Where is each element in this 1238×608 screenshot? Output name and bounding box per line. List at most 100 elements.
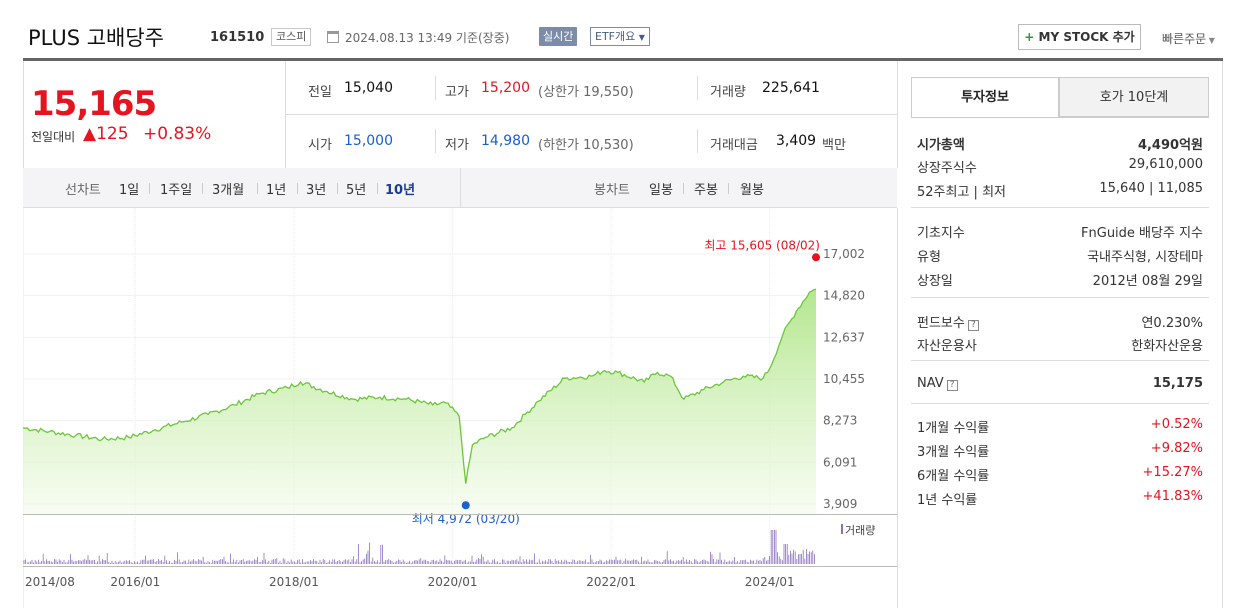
divider <box>911 360 1209 361</box>
volume-legend-swatch <box>841 524 843 534</box>
tab-1w[interactable]: 1주일 <box>160 183 193 198</box>
base-index-label: 기초지수 <box>917 226 965 241</box>
help-icon[interactable]: ? <box>967 320 979 331</box>
up-arrow-icon: ▲ <box>83 124 97 144</box>
y-tick-label: 10,455 <box>823 372 865 386</box>
etf-overview-button[interactable]: ETF개요 ▼ <box>590 27 650 46</box>
x-tick-label: 2016/01 <box>110 575 160 589</box>
y-tick-label: 3,909 <box>823 497 857 511</box>
volume-label: 거래량 <box>710 85 746 100</box>
shares-label: 상장주식수 <box>917 161 977 176</box>
prev-label: 전일 <box>308 85 332 100</box>
divider <box>460 168 461 208</box>
return-1y-label: 1년 수익률 <box>917 493 978 508</box>
change-percent: +0.83% <box>143 124 212 144</box>
calendar-icon <box>327 31 339 43</box>
manager-value: 한화자산운용 <box>1131 339 1203 354</box>
return-1m-value: +0.52% <box>1150 417 1203 432</box>
tab-3m[interactable]: 3개월 <box>212 183 245 198</box>
tab-5y[interactable]: 5년 <box>346 183 367 198</box>
x-tick-label: 2018/01 <box>269 575 319 589</box>
divider <box>911 207 1209 208</box>
candle-chart-label: 봉차트 <box>594 183 630 198</box>
header-divider <box>23 58 1223 61</box>
help-icon[interactable]: ? <box>946 380 958 391</box>
y-axis-ticks: 17,002 14,820 12,637 10,455 8,273 6,091 3,909 <box>823 247 865 511</box>
fund-fee-value: 연0.230% <box>1141 316 1203 331</box>
tab-1d[interactable]: 1일 <box>119 183 140 198</box>
change-value: ▲125 <box>83 124 129 144</box>
tab-daily[interactable]: 일봉 <box>649 183 673 198</box>
x-tick-label: 2022/01 <box>586 575 636 589</box>
realtime-button[interactable]: 실시간 <box>539 27 578 46</box>
quick-order-button[interactable]: 빠른주문 ▼ <box>1162 30 1215 47</box>
tab-weekly[interactable]: 주봉 <box>694 183 718 198</box>
high-value: 15,200 <box>481 80 530 96</box>
manager-label: 자산운용사 <box>917 339 977 354</box>
amount-value: 3,409 <box>776 133 817 149</box>
return-6m-value: +15.27% <box>1142 465 1203 480</box>
divider <box>697 129 698 153</box>
quick-order-label: 빠른주문 <box>1162 32 1207 46</box>
tab-3y[interactable]: 3년 <box>306 183 327 198</box>
high-label: 고가 <box>445 85 469 100</box>
base-index-value: FnGuide 배당주 지수 <box>1081 226 1203 241</box>
tab-separator <box>337 183 338 194</box>
price-chart[interactable]: 17,00214,82012,63710,4558,2736,0913,909 … <box>23 208 898 608</box>
tab-orderbook[interactable]: 호가 10단계 <box>1059 77 1209 117</box>
volume-label: 거래량 <box>845 524 875 537</box>
amount-unit: 백만 <box>822 138 846 153</box>
upper-limit: (상한가 19,550) <box>538 85 634 100</box>
market-badge: 코스피 <box>271 28 312 46</box>
listing-date-label: 상장일 <box>917 274 953 289</box>
price-line <box>23 288 817 484</box>
volume-legend: 거래량 <box>841 524 875 537</box>
divider <box>911 403 1209 404</box>
tab-monthly[interactable]: 월봉 <box>740 183 764 198</box>
return-6m-label: 6개월 수익률 <box>917 469 990 484</box>
x-tick-label: 2024/01 <box>745 575 795 589</box>
tab-separator <box>377 183 378 194</box>
add-mystock-button[interactable]: + MY STOCK 추가 <box>1018 24 1141 50</box>
nav-label: NAV? <box>917 376 958 391</box>
open-value: 15,000 <box>344 133 393 149</box>
y-tick-label: 12,637 <box>823 330 865 344</box>
y-tick-label: 14,820 <box>823 289 865 303</box>
x-tick-label: 2020/01 <box>428 575 478 589</box>
quote-box <box>23 61 898 168</box>
info-panel <box>898 61 1223 608</box>
min-label: 최저 4,972 (03/20) <box>412 512 520 526</box>
stock-name: PLUS 고배당주 <box>28 26 164 50</box>
nav-value: 15,175 <box>1152 376 1203 391</box>
divider <box>435 129 436 153</box>
tab-invest-info[interactable]: 투자정보 <box>911 77 1059 117</box>
y-tick-label: 17,002 <box>823 247 865 261</box>
max-point-marker <box>812 253 820 262</box>
x-tick-label: 2014/08 <box>25 575 75 589</box>
return-3m-label: 3개월 수익률 <box>917 445 990 460</box>
plus-icon: + <box>1024 30 1035 44</box>
market-cap-value: 4,490억원 <box>1137 138 1203 153</box>
market-cap-label: 시가총액 <box>917 138 965 153</box>
timestamp: 2024.08.13 13:49 기준(장중) <box>345 31 510 45</box>
tab-separator <box>149 183 150 194</box>
listing-date-value: 2012년 08월 29일 <box>1092 274 1203 289</box>
y-tick-label: 6,091 <box>823 455 857 469</box>
fund-fee-label: 펀드보수? <box>917 312 979 331</box>
return-3m-value: +9.82% <box>1150 441 1203 456</box>
etf-overview-label: ETF개요 <box>595 30 636 43</box>
low-value: 14,980 <box>481 133 530 149</box>
chevron-down-icon: ▼ <box>1206 36 1215 45</box>
amount-label: 거래대금 <box>710 138 758 153</box>
prev-value: 15,040 <box>344 80 393 96</box>
tab-1y[interactable]: 1년 <box>266 183 287 198</box>
return-1y-value: +41.83% <box>1142 489 1203 504</box>
type-label: 유형 <box>917 250 941 265</box>
low-label: 저가 <box>445 138 469 153</box>
x-axis-ticks: 2014/08 2016/01 2018/01 2020/01 2022/01 2024/… <box>25 575 795 589</box>
shares-value: 29,610,000 <box>1128 157 1203 172</box>
open-label: 시가 <box>308 138 332 153</box>
tab-10y[interactable]: 10년 <box>385 183 416 198</box>
tab-separator <box>728 183 729 194</box>
tab-separator <box>297 183 298 194</box>
